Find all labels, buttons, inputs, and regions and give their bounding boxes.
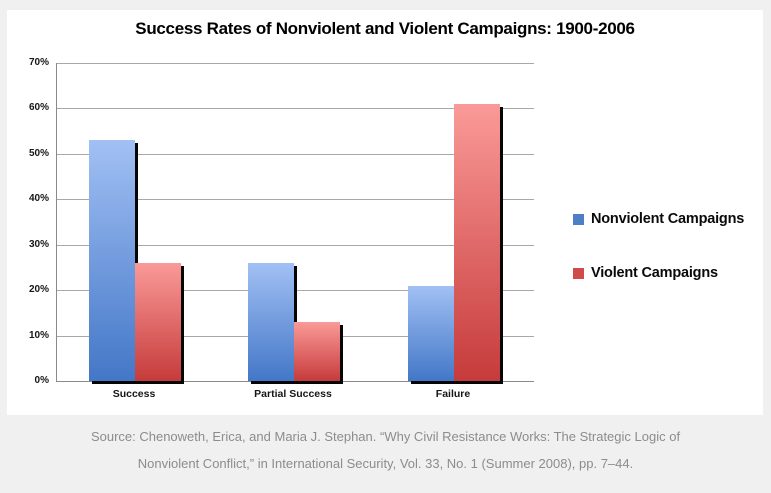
gridline (57, 199, 534, 200)
source-citation: Source: Chenoweth, Erica, and Maria J. S… (0, 423, 771, 477)
y-axis-tick-label: 30% (28, 239, 49, 250)
x-axis-category-label: Partial Success (254, 388, 332, 400)
x-axis-category-label: Failure (435, 388, 471, 400)
legend-color-swatch-icon (573, 213, 584, 225)
gridline (57, 108, 534, 109)
y-axis-tick-label: 10% (28, 330, 49, 341)
plot-area (56, 63, 534, 382)
y-axis-tick-label: 40% (28, 193, 49, 204)
legend-item-nonviolent: Nonviolent Campaigns (573, 209, 744, 229)
legend-color-swatch-icon (573, 267, 584, 279)
y-axis-tick-label: 60% (28, 102, 49, 113)
y-axis-tick-label: 70% (28, 57, 49, 68)
y-axis-tick-label: 20% (28, 284, 49, 295)
y-axis-tick-label: 0% (34, 375, 49, 386)
chart-title: Success Rates of Nonviolent and Violent … (135, 19, 635, 38)
chart-panel: Success Rates of Nonviolent and Violent … (7, 10, 763, 415)
bar-nonviolent-failure (408, 286, 454, 381)
legend-label: Violent Campaigns (591, 265, 718, 281)
source-line-1: Source: Chenoweth, Erica, and Maria J. S… (90, 429, 681, 444)
y-axis-tick-label: 50% (28, 148, 49, 159)
chart-legend: Nonviolent Campaigns Violent Campaigns (573, 10, 763, 415)
x-axis-category-label: Success (112, 388, 156, 400)
bar-violent-partial-success (294, 322, 340, 381)
legend-item-violent: Violent Campaigns (573, 263, 718, 283)
gridline (57, 154, 534, 155)
source-line-2: Nonviolent Conflict,” in International S… (137, 456, 634, 471)
gridline (57, 63, 534, 64)
bar-nonviolent-partial-success (248, 263, 294, 381)
bar-violent-failure (454, 104, 500, 381)
gridline (57, 245, 534, 246)
bar-violent-success (135, 263, 181, 381)
bar-nonviolent-success (89, 140, 135, 381)
gridline (57, 290, 534, 291)
legend-label: Nonviolent Campaigns (591, 211, 745, 227)
